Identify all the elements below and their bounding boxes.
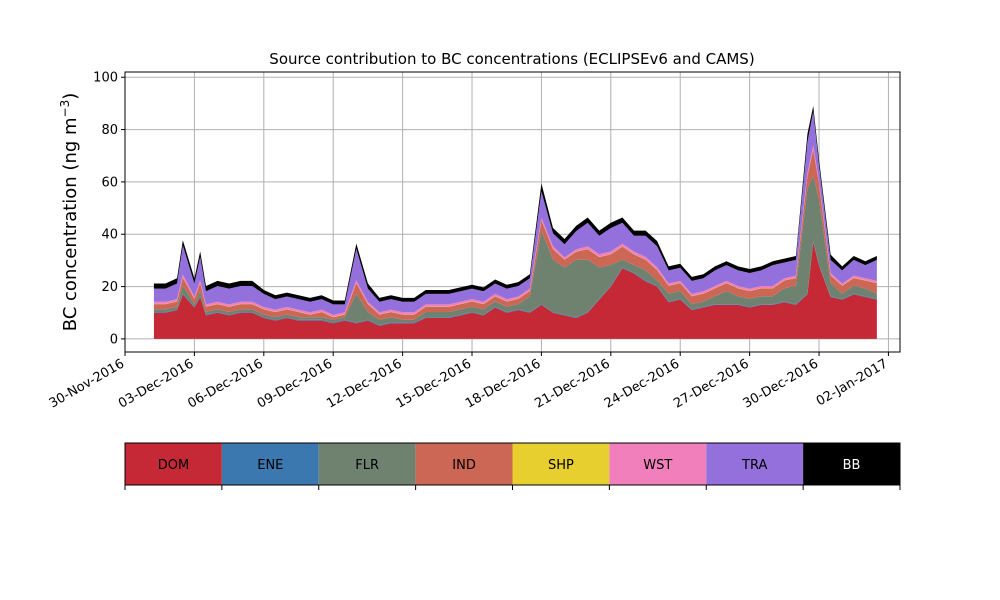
x-tick-label: 27-Dec-2016 — [671, 356, 751, 411]
legend-label-tra: TRA — [741, 458, 767, 473]
legend-swatch-ind — [415, 443, 513, 485]
legend-swatch-bb — [803, 443, 900, 485]
x-tick-label: 30-Dec-2016 — [741, 356, 821, 411]
x-tick-label: 09-Dec-2016 — [255, 356, 335, 411]
x-tick-label: 06-Dec-2016 — [185, 356, 265, 411]
y-tick-label: 100 — [93, 71, 118, 86]
legend-swatch-ene — [221, 443, 319, 485]
x-tick-label: 15-Dec-2016 — [394, 356, 474, 411]
legend-label-bb: BB — [843, 458, 861, 473]
legend-label-wst: WST — [643, 458, 672, 473]
legend-label-dom: DOM — [158, 458, 189, 473]
legend-swatch-tra — [706, 443, 804, 485]
area-bb — [153, 106, 877, 305]
chart-title: Source contribution to BC concentrations… — [269, 50, 754, 68]
legend-swatch-flr — [318, 443, 416, 485]
y-tick-label: 80 — [101, 123, 118, 138]
legend-label-ind: IND — [452, 458, 476, 473]
source-legend-bar: DOM ENE FLR IND SHP WST TRA BB — [124, 442, 901, 490]
legend-label-shp: SHP — [548, 458, 574, 473]
y-axis-label-close: ) — [60, 93, 81, 100]
x-tick-label: 24-Dec-2016 — [602, 356, 682, 411]
y-tick-label: 60 — [101, 175, 118, 190]
legend-swatch-shp — [512, 443, 610, 485]
y-axis: 0 20 40 60 80 100 — [93, 71, 125, 347]
y-tick-label: 0 — [110, 332, 118, 347]
legend-label-flr: FLR — [355, 458, 379, 473]
legend-label-ene: ENE — [257, 458, 283, 473]
legend-swatch-wst — [609, 443, 707, 485]
x-tick-label: 21-Dec-2016 — [532, 356, 612, 411]
legend-frame — [124, 442, 901, 486]
x-tick-label: 12-Dec-2016 — [324, 356, 404, 411]
plot-frame — [124, 71, 901, 353]
stacked-areas — [153, 106, 877, 339]
x-tick-label: 30-Nov-2016 — [47, 356, 127, 411]
legend-swatch-dom — [125, 443, 222, 485]
x-tick-label: 18-Dec-2016 — [463, 356, 543, 411]
y-axis-label: BC concentration (ng m−3) — [58, 93, 81, 332]
x-tick-label: 03-Dec-2016 — [116, 356, 196, 411]
x-tick-label: 02-Jan-2017 — [814, 356, 891, 409]
y-tick-label: 20 — [101, 280, 118, 295]
x-axis: 30-Nov-201603-Dec-201606-Dec-201609-Dec-… — [47, 352, 891, 412]
y-axis-label-text: BC concentration (ng m — [60, 117, 81, 331]
y-tick-label: 40 — [101, 228, 118, 243]
y-axis-label-exponent: −3 — [58, 100, 72, 118]
area-dom — [153, 242, 877, 339]
area-tra — [153, 111, 877, 315]
